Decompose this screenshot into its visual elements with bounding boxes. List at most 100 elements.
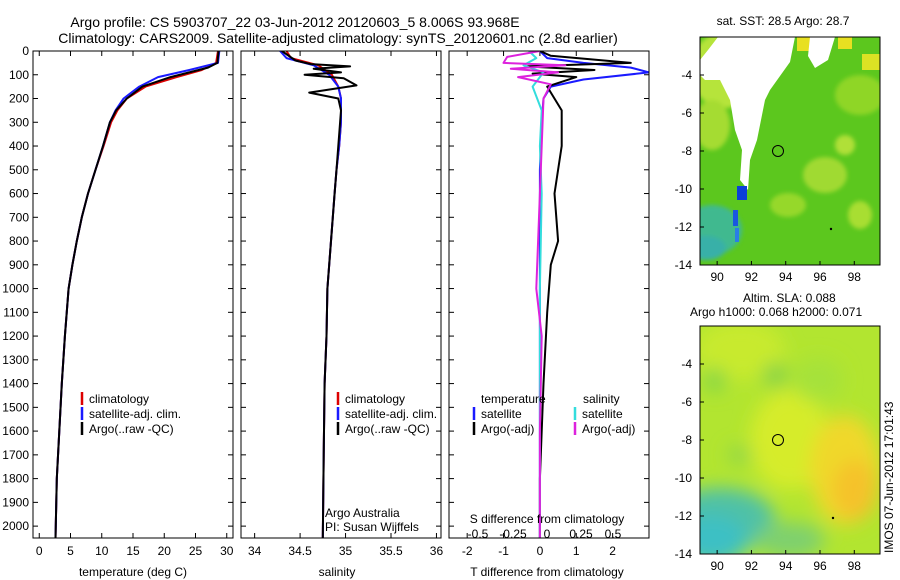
- lat-tick-label: -14: [675, 547, 693, 561]
- sst-field: [700, 37, 880, 265]
- sla-map-panel: Altim. SLA: 0.088 Argo h1000: 0.068 h200…: [675, 291, 881, 573]
- lat-tick-label: -14: [675, 258, 693, 272]
- legend-label-climatology: climatology: [345, 392, 405, 406]
- legend-header-salinity: salinity: [583, 392, 620, 406]
- top-tick: 0: [544, 527, 551, 541]
- sla-map-ticks: 90 92 94 96 98 -4 -6 -8 -10 -12 -14: [675, 357, 862, 573]
- legend-label-satellite: satellite-adj. clim.: [345, 407, 437, 421]
- lat-tick-label: -8: [681, 144, 692, 158]
- series-line-temperature-satellite: [538, 51, 649, 538]
- depth-tick-label: 100: [9, 68, 29, 82]
- x-tick-label: -1: [498, 544, 509, 558]
- depth-tick-label: 1800: [2, 472, 29, 486]
- legend-label-temp-satellite: satellite: [481, 407, 522, 421]
- depth-tick-label: 1300: [2, 353, 29, 367]
- x-tick-label: 1: [573, 544, 580, 558]
- island-dot: [831, 516, 835, 520]
- salinity-panel: 34 34.5 35 35.5 36 salinity climatology sate…: [240, 50, 443, 579]
- timestamp-text: IMOS 07-Jun-2012 17:01:43: [882, 401, 896, 553]
- depth-tick-label: 700: [9, 210, 29, 224]
- legend-label-satellite: satellite-adj. clim.: [89, 407, 181, 421]
- lat-tick-label: -6: [681, 395, 692, 409]
- x-tick-label: 15: [126, 544, 140, 558]
- difference-axes-frame: [448, 50, 650, 539]
- lat-tick-label: -6: [681, 106, 692, 120]
- lat-tick-label: -12: [675, 509, 693, 523]
- lon-tick-label: 98: [848, 270, 862, 284]
- salinity-plot-lines: [279, 51, 358, 538]
- lat-tick-label: -8: [681, 433, 692, 447]
- x-tick-label: 2: [609, 544, 616, 558]
- depth-tick-label: 0: [22, 44, 29, 58]
- island-dot: [829, 227, 833, 231]
- depth-tick-label: 1400: [2, 377, 29, 391]
- lat-tick-label: -12: [675, 220, 693, 234]
- lon-tick-label: 98: [848, 559, 862, 573]
- difference-top-ticks: -0.5 -0.25 0 0.25 0.5: [468, 527, 622, 541]
- lat-tick-label: -4: [681, 68, 692, 82]
- top-tick: 0.25: [569, 527, 593, 541]
- temperature-plot-lines: [54, 51, 221, 538]
- temperature-axis-ticks: 0 5 10 15 20 25 30: [36, 51, 234, 558]
- lat-tick-label: -4: [681, 357, 692, 371]
- lon-tick-label: 90: [710, 270, 724, 284]
- difference-panel: -2 -1 0 1 2 T difference from climatology S …: [448, 50, 650, 579]
- legend-label-sal-argo: Argo(-adj): [582, 422, 635, 436]
- argo-position-marker: [772, 434, 784, 446]
- legend-label-temp-argo: Argo(-adj): [481, 422, 534, 436]
- series-line-satellite-adj-clim-: [279, 51, 342, 538]
- x-tick-label: 25: [189, 544, 203, 558]
- x-tick-label: 5: [67, 544, 74, 558]
- depth-tick-label: 200: [9, 92, 29, 106]
- depth-axis-ticks: 0 100 200 300 400 500 600 700 800 900 1000 1100 1200…: [2, 44, 233, 533]
- legend-label-sal-satellite: satellite: [582, 407, 623, 421]
- depth-tick-label: 1000: [2, 282, 29, 296]
- depth-tick-label: 600: [9, 187, 29, 201]
- x-tick-label: 34: [248, 544, 262, 558]
- temperature-legend: climatology satellite-adj. clim. Argo(..…: [80, 392, 181, 436]
- sst-map-ticks: 90 92 94 96 98 -4 -6 -8 -10 -12 -14: [675, 68, 862, 284]
- figure-title-line1: Argo profile: CS 5903707_22 03-Jun-2012 …: [70, 14, 519, 30]
- sst-map-panel: sat. SST: 28.5 Argo: 28.7: [675, 14, 881, 284]
- depth-tick-label: 1900: [2, 495, 29, 509]
- series-line-salinity-argo-adj-: [502, 51, 567, 538]
- depth-tick-label: 400: [9, 139, 29, 153]
- sla-map-title-line1: Altim. SLA: 0.088: [743, 291, 836, 305]
- temperature-xlabel: temperature (deg C): [79, 565, 187, 579]
- x-tick-label: 20: [158, 544, 172, 558]
- top-tick: -0.25: [499, 527, 527, 541]
- lon-tick-label: 96: [813, 559, 827, 573]
- sst-map-title: sat. SST: 28.5 Argo: 28.7: [717, 14, 850, 28]
- depth-tick-label: 1700: [2, 448, 29, 462]
- timestamp-label: IMOS 07-Jun-2012 17:01:43: [878, 375, 898, 555]
- sla-map-title-line2: Argo h1000: 0.068 h2000: 0.071: [690, 305, 862, 319]
- difference-top-label: S difference from climatology: [470, 512, 625, 526]
- argo-credit-line1: Argo Australia: [325, 506, 400, 520]
- series-line-satellite-adj-clim-: [54, 51, 221, 538]
- legend-label-climatology: climatology: [89, 392, 149, 406]
- x-tick-label: 34.5: [288, 544, 312, 558]
- difference-plot-lines: [502, 51, 649, 538]
- difference-xlabel: T difference from climatology: [470, 565, 624, 579]
- depth-tick-label: 2000: [2, 519, 29, 533]
- depth-tick-label: 300: [9, 115, 29, 129]
- depth-tick-label: 1600: [2, 424, 29, 438]
- lon-tick-label: 94: [779, 559, 793, 573]
- argo-credit-line2: PI: Susan Wijffels: [325, 520, 419, 534]
- x-tick-label: 30: [220, 544, 234, 558]
- depth-tick-label: 500: [9, 163, 29, 177]
- x-tick-label: 0: [537, 544, 544, 558]
- salinity-axis-ticks: 34 34.5 35 35.5 36: [248, 51, 443, 558]
- depth-tick-label: 900: [9, 258, 29, 272]
- temperature-panel: 0100200300400500600700800900100011001200…: [2, 44, 233, 579]
- argo-position-marker: [772, 145, 784, 157]
- lon-tick-label: 92: [745, 559, 759, 573]
- x-tick-label: 35: [339, 544, 353, 558]
- temperature-axes-frame: [32, 50, 234, 539]
- x-tick-label: 10: [95, 544, 109, 558]
- series-line-climatology: [54, 51, 219, 538]
- figure-title-line2: Climatology: CARS2009. Satellite-adjuste…: [58, 30, 618, 46]
- series-line-climatology: [285, 51, 342, 538]
- lon-tick-label: 90: [710, 559, 724, 573]
